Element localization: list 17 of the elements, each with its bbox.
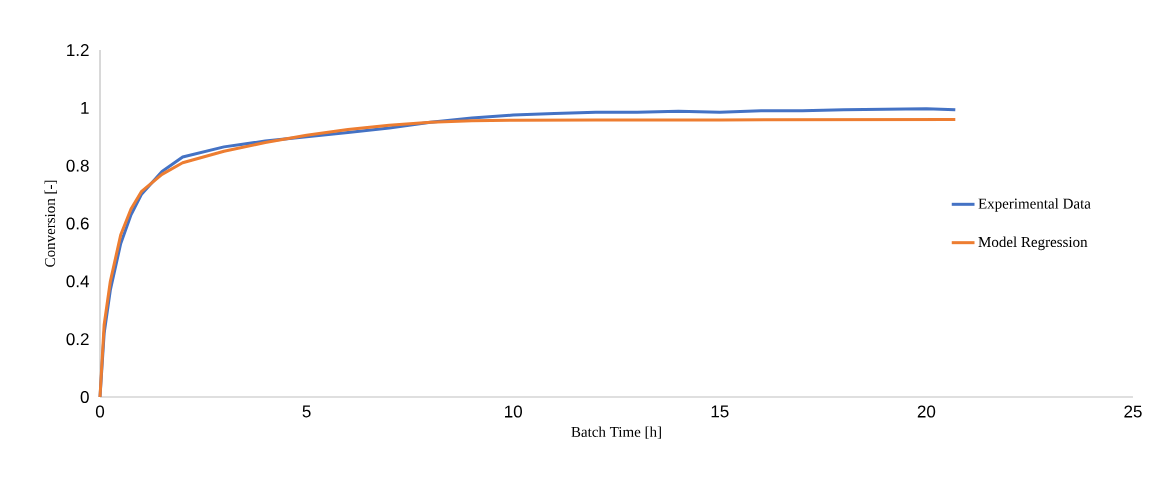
x-axis-title: Batch Time [h]	[571, 426, 661, 439]
y-tick-label: 0.6	[66, 217, 89, 230]
x-tick-label: 15	[711, 405, 729, 418]
x-tick-label: 20	[917, 405, 936, 418]
y-tick-label: 1.2	[67, 44, 89, 56]
legend-label: Model Regression	[978, 236, 1088, 251]
y-tick-label: 0	[80, 390, 89, 404]
y-axis-title: Conversion [-]	[44, 180, 57, 267]
y-tick-label: 0.2	[66, 333, 89, 346]
y-tick-label: 0.8	[66, 159, 89, 172]
x-tick-label: 10	[505, 405, 522, 418]
x-tick-label: 0	[95, 405, 105, 418]
x-tick-label: 5	[302, 405, 311, 418]
y-tick-label: 1	[81, 101, 89, 114]
y-tick-label: 0.4	[66, 275, 89, 288]
x-tick-label: 25	[1124, 405, 1142, 418]
legend-label: Experimental Data	[978, 198, 1091, 212]
